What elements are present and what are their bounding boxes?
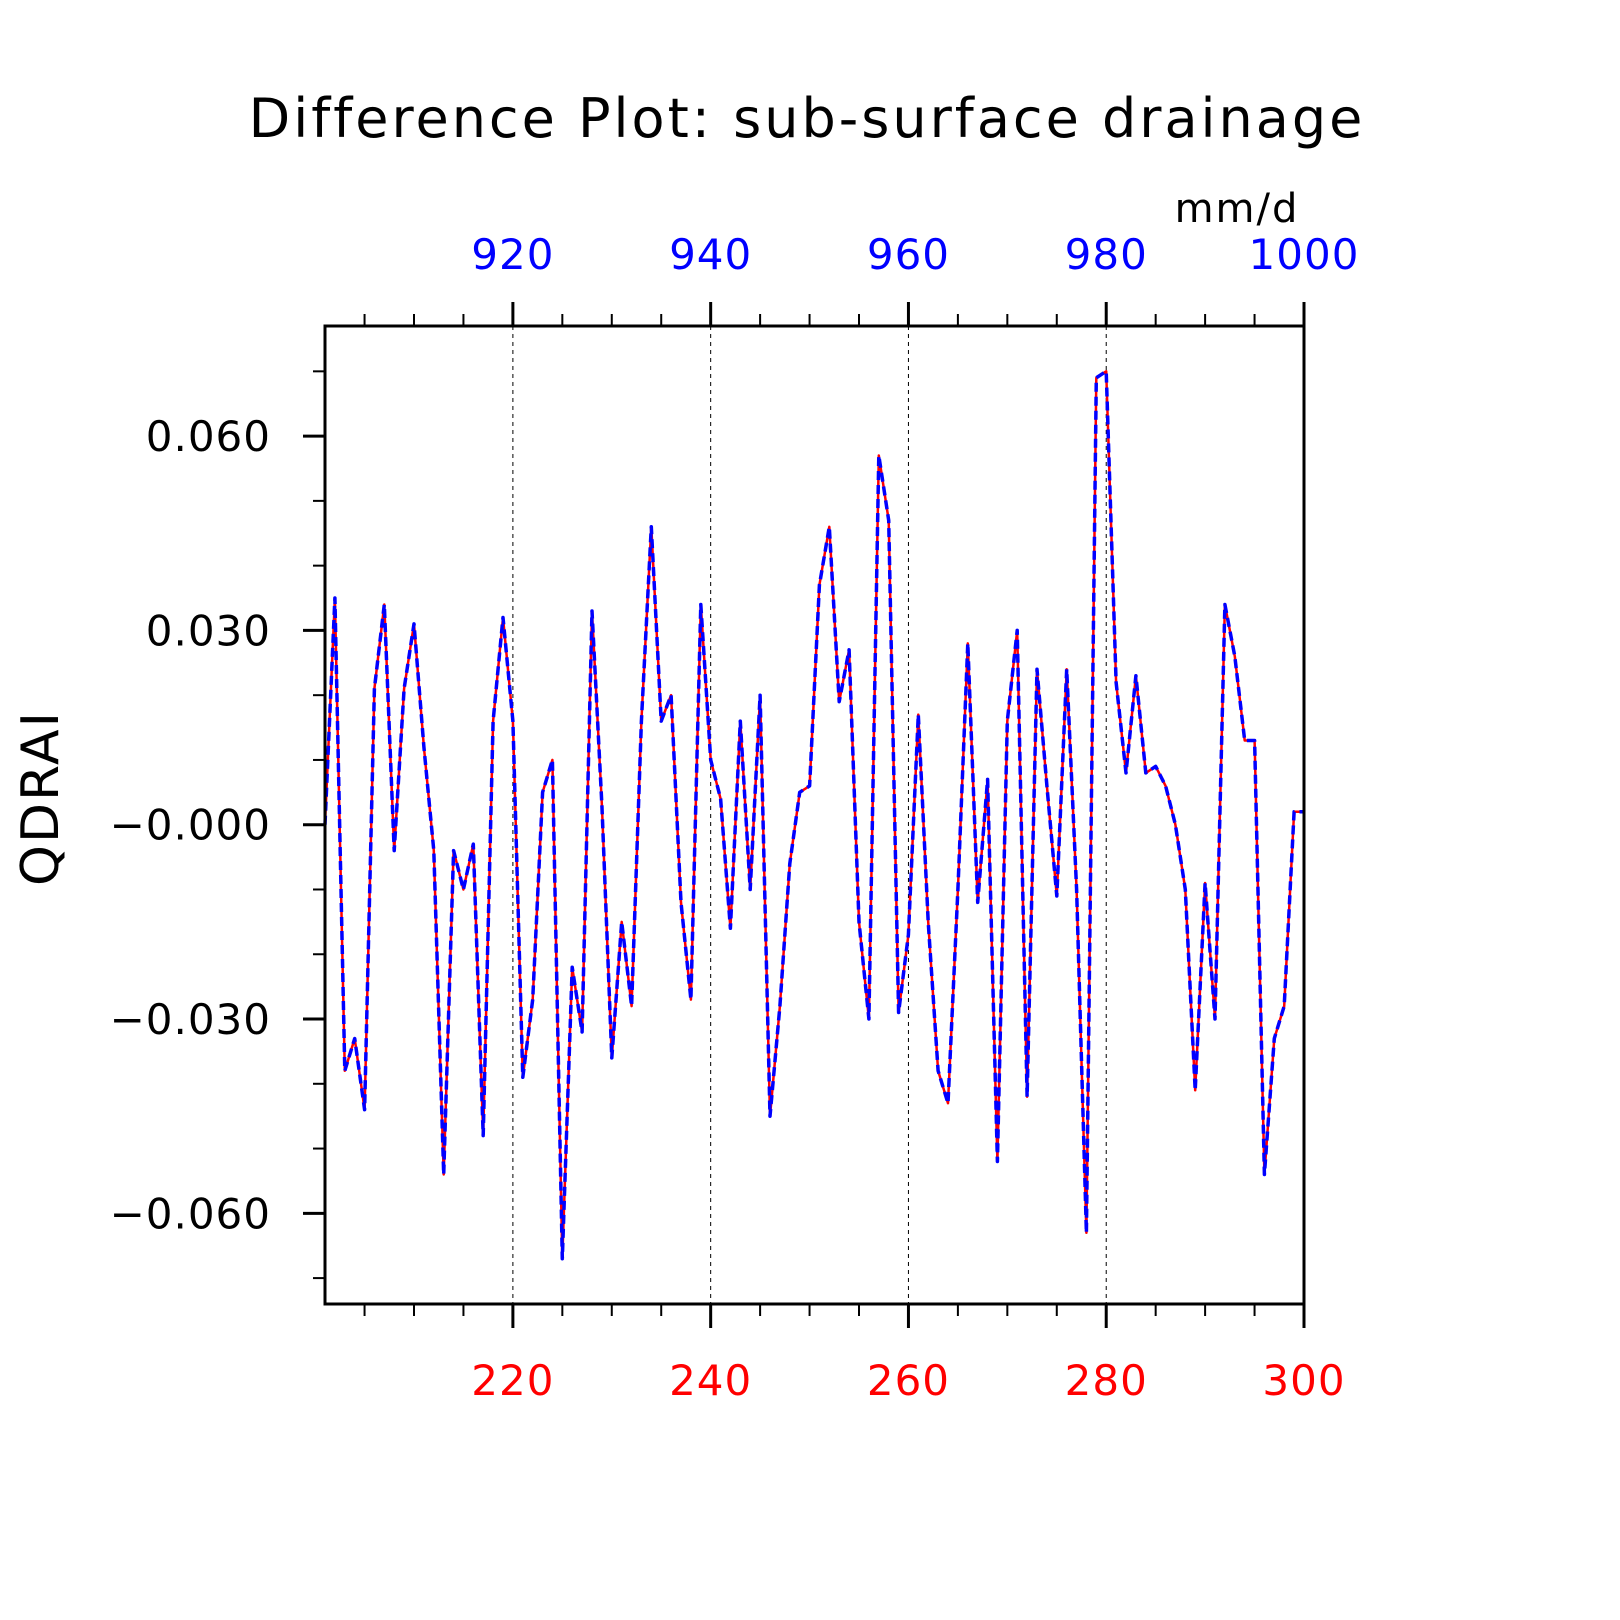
y-tick-label: 0.030 (146, 606, 271, 655)
x2-tick-label: 1000 (1249, 230, 1360, 279)
x-tick-label: 300 (1262, 1356, 1345, 1405)
x-tick-label: 220 (471, 1356, 554, 1405)
x-tick-label: 280 (1065, 1356, 1148, 1405)
y-tick-label: 0.060 (146, 412, 271, 461)
units-label: mm/d (1175, 186, 1300, 232)
x2-tick-label: 920 (471, 230, 554, 279)
grid-lines (512, 326, 1107, 1304)
x2-tick-label: 940 (669, 230, 752, 279)
series-layer (323, 369, 1304, 1261)
y-tick-label: −0.060 (110, 1189, 271, 1238)
x-tick-label: 240 (669, 1356, 752, 1405)
series-line-dashed (323, 369, 1304, 1261)
chart-title: Difference Plot: sub-surface drainage (249, 87, 1366, 150)
y-axis-label: QDRAI (11, 710, 71, 886)
tick-labels: 220 240 260 280 300 920 940 960 980 1000 0.060 0.03… (110, 230, 1360, 1405)
series-line-solid (323, 370, 1304, 1260)
y-tick-label: −0.030 (110, 995, 271, 1044)
x2-tick-label: 960 (867, 230, 950, 279)
tick-marks (303, 302, 1306, 1328)
y-tick-label: −0.000 (110, 801, 271, 850)
x-tick-label: 260 (867, 1356, 950, 1405)
x2-tick-label: 980 (1065, 230, 1148, 279)
plot-frame (323, 324, 1306, 1306)
